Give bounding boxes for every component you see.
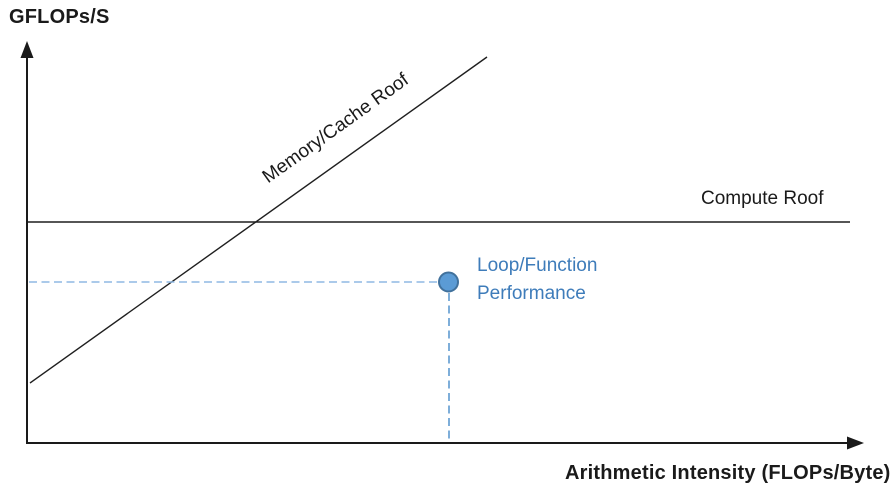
compute-roof-label: Compute Roof	[701, 188, 824, 209]
memory-roof-line	[29, 56, 488, 384]
performance-point	[438, 271, 459, 293]
y-axis-arrowhead	[20, 41, 34, 58]
x-axis-arrowhead	[847, 436, 864, 450]
performance-point-label-line1: Loop/Function	[477, 255, 598, 276]
performance-point-label-line2: Performance	[477, 283, 586, 304]
y-axis-label: GFLOPs/S	[9, 6, 110, 28]
x-axis-label: Arithmetic Intensity (FLOPs/Byte)	[565, 462, 890, 484]
performance-point-label: Loop/Function Performance	[477, 252, 597, 308]
